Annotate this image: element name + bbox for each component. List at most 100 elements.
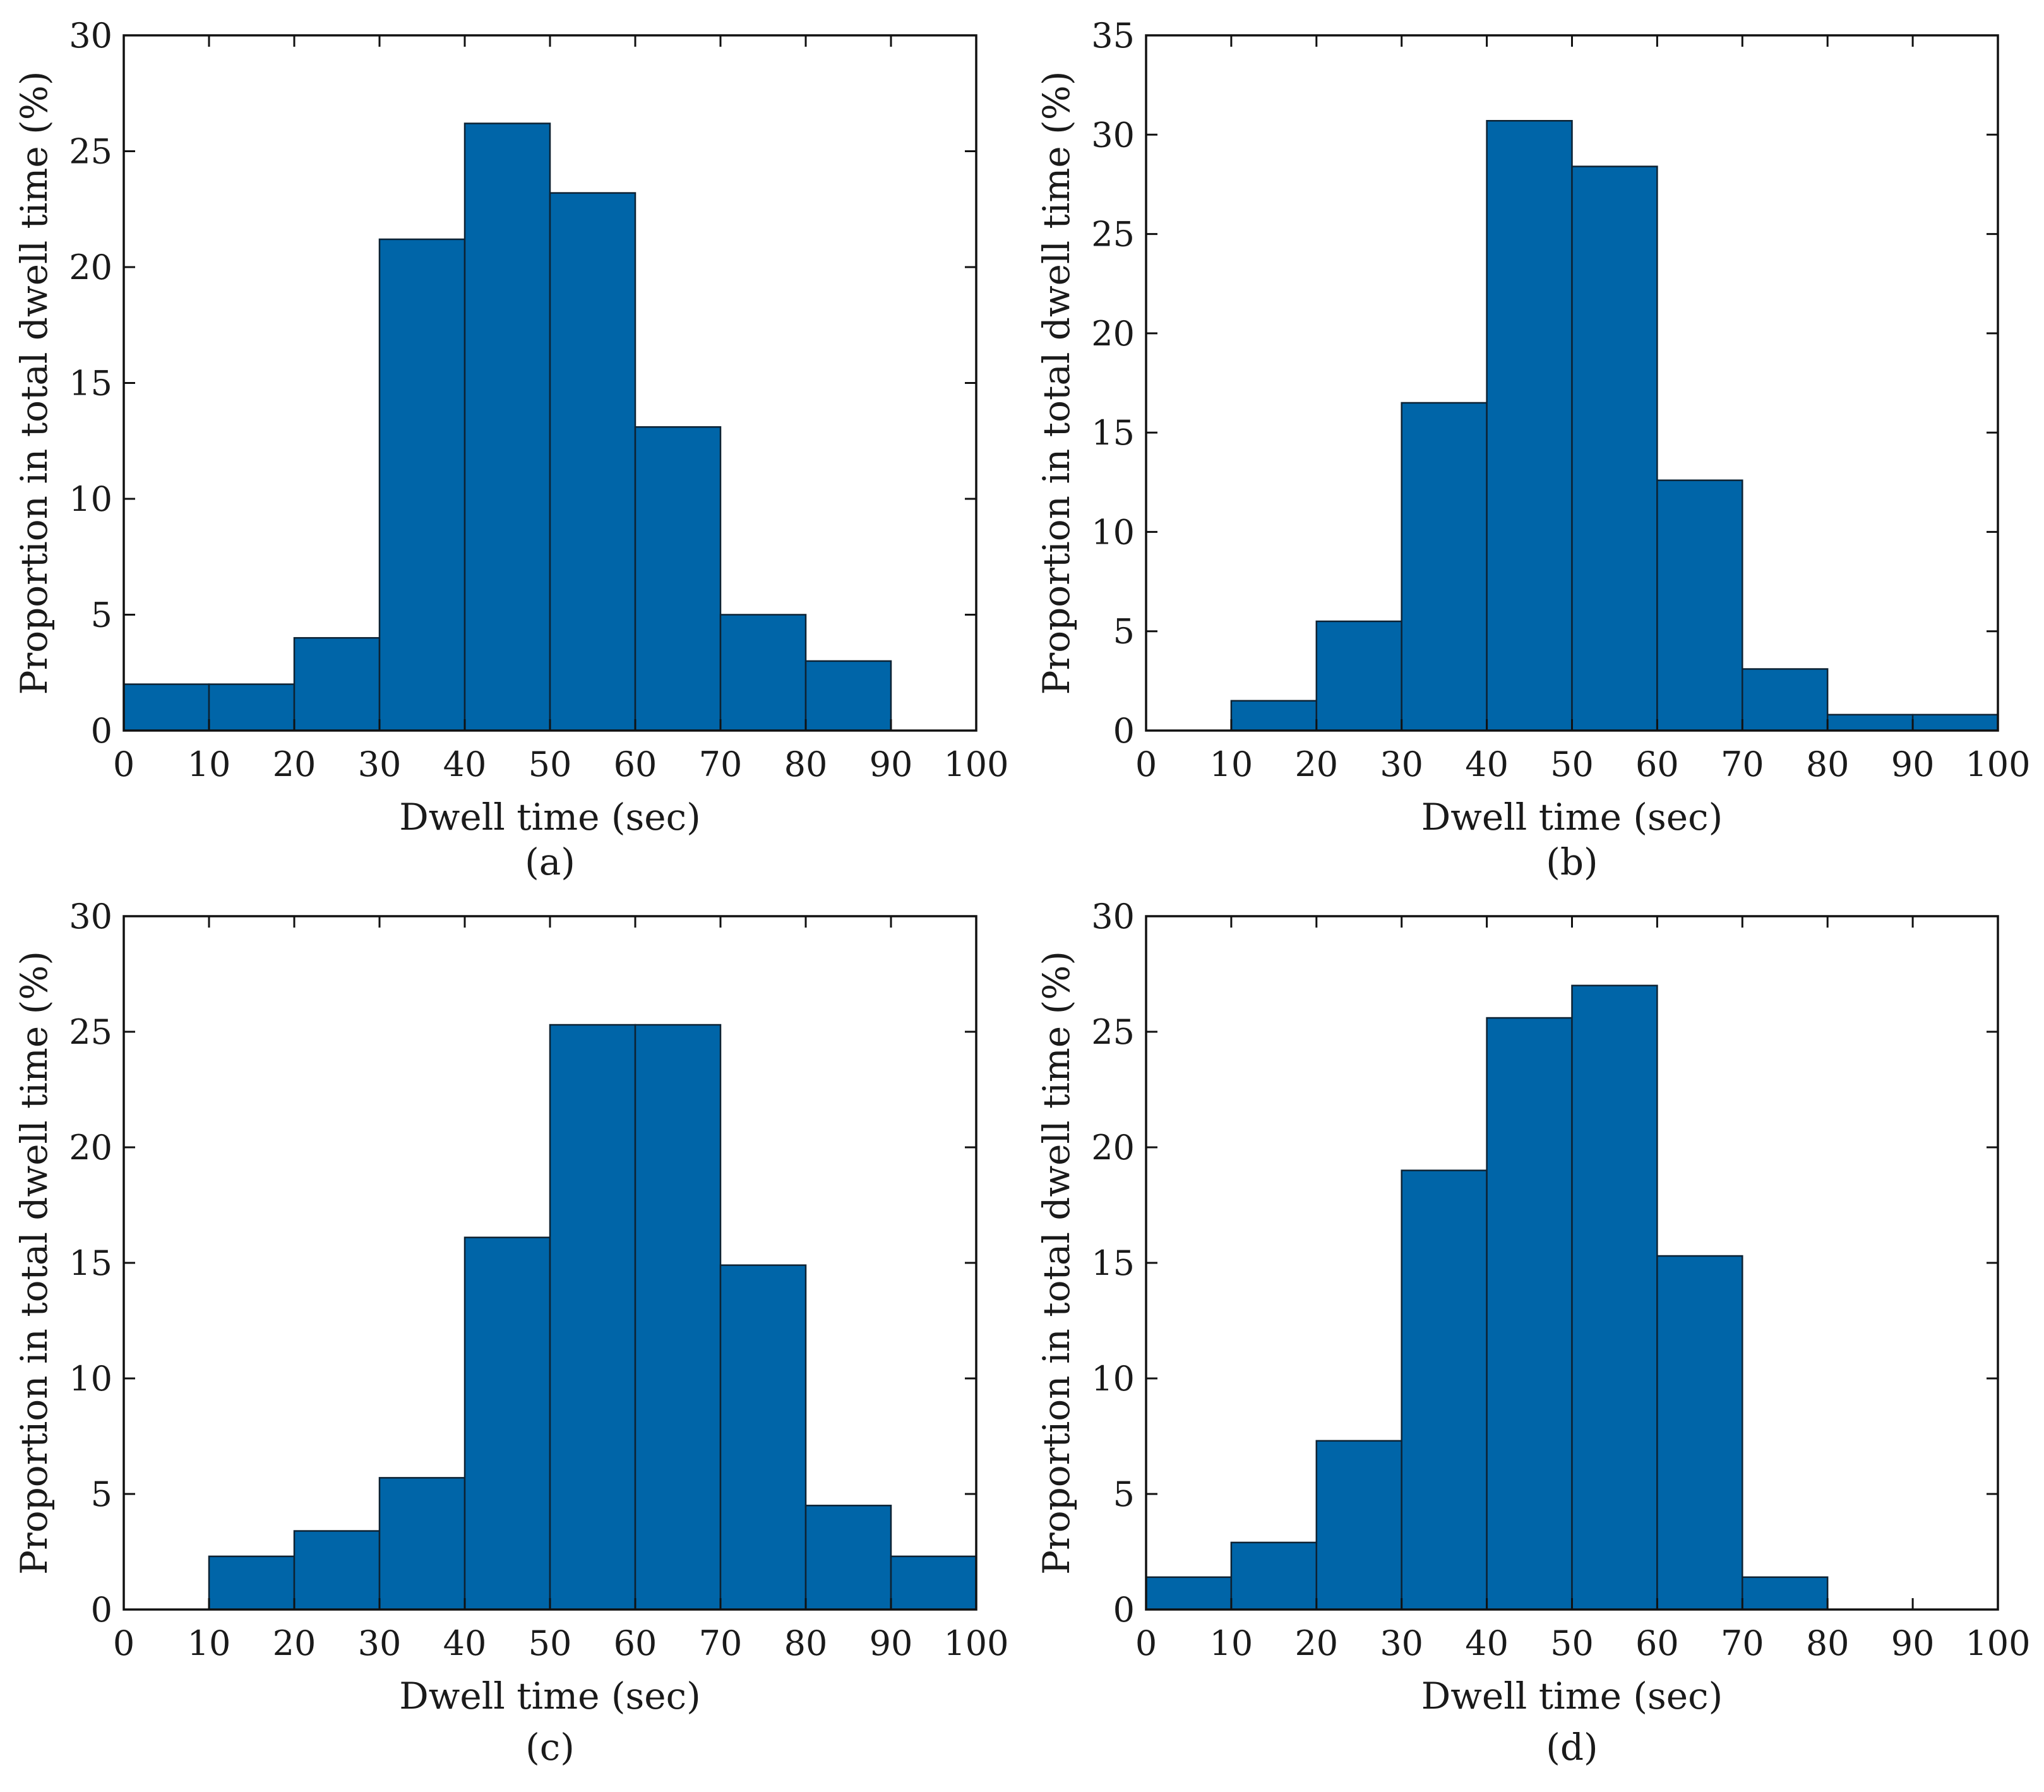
histogram-bar: [1145, 1576, 1233, 1611]
y-axis-label: Proportion in total dwell time (%): [1035, 951, 1078, 1575]
histogram-bar: [1315, 1440, 1402, 1611]
y-tick-label: 5: [91, 595, 112, 635]
x-tick-label: 20: [273, 1623, 316, 1663]
y-tick-label: 15: [69, 364, 112, 403]
histogram-bar: [293, 1530, 381, 1611]
x-tick-label: 0: [113, 1623, 134, 1663]
x-tick-label: 0: [1135, 1623, 1157, 1663]
histogram-bar: [1401, 402, 1488, 732]
y-tick-label: 30: [1091, 115, 1135, 155]
x-tick-label: 10: [1210, 1623, 1253, 1663]
histogram-bar: [1911, 714, 1999, 732]
y-tick-label: 30: [1091, 897, 1135, 936]
histogram-bar: [804, 660, 892, 732]
histogram-bar: [208, 683, 296, 732]
x-tick-label: 50: [1550, 1623, 1594, 1663]
x-tick-label: 30: [358, 1623, 402, 1663]
y-tick-label: 0: [91, 711, 112, 751]
x-tick-label: 50: [529, 1623, 572, 1663]
y-tick-label: 20: [69, 248, 112, 287]
histogram-bar: [634, 426, 722, 732]
x-tick-label: 80: [1806, 744, 1850, 784]
histogram-bar: [1742, 1576, 1829, 1611]
x-tick-label: 0: [1135, 744, 1157, 784]
histogram-bar: [1230, 1541, 1318, 1611]
y-tick-label: 35: [1091, 16, 1135, 56]
x-axis-label: Dwell time (sec): [1421, 1675, 1723, 1717]
histogram-bar: [719, 614, 807, 732]
x-tick-label: 90: [870, 1623, 913, 1663]
x-tick-label: 100: [1965, 1623, 2030, 1663]
x-tick-label: 40: [1465, 1623, 1509, 1663]
histogram-bar: [378, 238, 466, 732]
y-tick-label: 10: [69, 479, 112, 519]
y-tick-label: 10: [1091, 1359, 1135, 1399]
y-tick-label: 0: [91, 1590, 112, 1630]
x-tick-label: 40: [443, 744, 487, 784]
x-tick-label: 20: [1294, 1623, 1338, 1663]
x-tick-label: 60: [614, 1623, 657, 1663]
histogram-bar: [1742, 668, 1829, 732]
histogram-bar: [1401, 1169, 1488, 1611]
x-tick-label: 40: [443, 1623, 487, 1663]
x-tick-label: 70: [699, 744, 743, 784]
y-tick-label: 20: [1091, 314, 1135, 354]
x-tick-label: 80: [1806, 1623, 1850, 1663]
x-tick-label: 20: [1294, 744, 1338, 784]
y-tick-label: 0: [1113, 1590, 1135, 1630]
x-tick-label: 20: [273, 744, 316, 784]
y-tick-label: 5: [1113, 1474, 1135, 1514]
histogram-panel-a: 0 10 20 30 40 50 60 70 80 90 100 0 5 10 15 20 25 30 Dwell …: [13, 16, 1009, 883]
histogram-bar: [293, 636, 381, 732]
x-tick-label: 30: [1380, 744, 1423, 784]
histogram-bar: [1656, 479, 1743, 732]
y-tick-label: 15: [1091, 1243, 1135, 1283]
x-tick-label: 30: [1380, 1623, 1423, 1663]
x-tick-label: 0: [113, 744, 134, 784]
x-tick-label: 30: [358, 744, 402, 784]
histogram-panel-c: 0 10 20 30 40 50 60 70 80 90 100 0 5 10 15 20 25 30 Dwell …: [13, 897, 1009, 1769]
histogram-bar: [208, 1555, 296, 1611]
histogram-bar: [1230, 700, 1318, 732]
histogram-bar: [1486, 120, 1573, 732]
histogram-bar: [1656, 1255, 1743, 1611]
histogram-bar: [890, 1555, 977, 1611]
histogram-bar: [804, 1505, 892, 1611]
y-tick-label: 30: [69, 16, 112, 56]
y-tick-label: 25: [1091, 215, 1135, 254]
panel-label: (c): [525, 1726, 575, 1769]
histogram-bar: [1315, 620, 1402, 732]
y-tick-label: 10: [1091, 512, 1135, 552]
y-tick-label: 5: [1113, 612, 1135, 652]
x-tick-label: 70: [1721, 744, 1764, 784]
y-tick-label: 20: [69, 1128, 112, 1168]
histogram-bar: [1571, 984, 1658, 1611]
x-tick-label: 40: [1465, 744, 1509, 784]
y-axis-label: Proportion in total dwell time (%): [1035, 71, 1078, 695]
histogram-bar: [634, 1024, 722, 1611]
y-tick-label: 20: [1091, 1128, 1135, 1168]
x-axis-label: Dwell time (sec): [1421, 796, 1723, 839]
y-tick-label: 5: [91, 1474, 112, 1514]
y-tick-label: 25: [1091, 1012, 1135, 1052]
x-tick-label: 100: [943, 744, 1008, 784]
histogram-bar: [123, 683, 210, 732]
histogram-panel-d: 0 10 20 30 40 50 60 70 80 90 100 0 5 10 15 20 25 30 Dwell …: [1035, 897, 2031, 1769]
panel-label: (b): [1546, 840, 1598, 883]
panel-label: (d): [1546, 1726, 1598, 1769]
x-tick-label: 10: [188, 1623, 231, 1663]
histogram-bar: [1826, 714, 1914, 732]
histogram-bar: [549, 1024, 637, 1611]
y-tick-label: 30: [69, 897, 112, 936]
x-tick-label: 80: [784, 744, 828, 784]
y-tick-label: 15: [69, 1243, 112, 1283]
x-tick-label: 90: [1891, 1623, 1935, 1663]
x-tick-label: 70: [699, 1623, 743, 1663]
x-tick-label: 100: [943, 1623, 1008, 1663]
x-tick-label: 90: [870, 744, 913, 784]
y-tick-label: 10: [69, 1359, 112, 1399]
x-tick-label: 80: [784, 1623, 828, 1663]
x-tick-label: 90: [1891, 744, 1935, 784]
histogram-bar: [378, 1477, 466, 1611]
y-tick-label: 25: [69, 132, 112, 172]
